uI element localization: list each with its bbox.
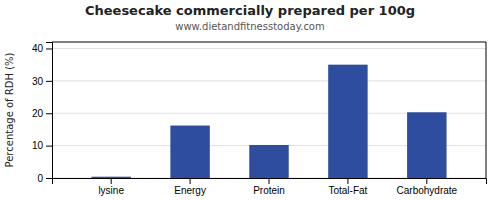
y-axis: 0 10 20 30 40 <box>32 43 53 184</box>
y-tick: 30 <box>32 76 52 87</box>
x-tick: lysine <box>98 178 124 196</box>
chart: Cheesecake commercially prepared per 100… <box>0 0 500 200</box>
x-tick-mark <box>190 178 191 184</box>
y-tick-mark <box>46 113 52 114</box>
grid-line <box>52 80 486 81</box>
bar <box>249 145 288 178</box>
y-tick-mark <box>46 178 52 179</box>
grid-line <box>52 48 486 49</box>
grid <box>52 48 486 178</box>
title: Cheesecake commercially prepared per 100… <box>85 3 415 18</box>
y-tick: 20 <box>32 108 52 119</box>
plot: 0 10 20 30 40 lysine Energy Protein Total-Fat Car… <box>32 42 487 196</box>
y-tick-label: 30 <box>32 76 44 87</box>
y-tick: 40 <box>32 43 52 54</box>
x-tick-label: Energy <box>174 185 206 196</box>
y-tick-label: 20 <box>32 108 44 119</box>
x-tick-label: Protein <box>253 185 285 196</box>
bar <box>170 126 209 178</box>
x-tick: Protein <box>253 178 285 196</box>
subtitle: www.dietandfitnesstoday.com <box>175 21 324 32</box>
bars <box>91 65 446 178</box>
bar <box>407 112 446 178</box>
y-tick-label: 0 <box>37 173 43 184</box>
x-tick-label: lysine <box>98 185 124 196</box>
x-tick: Total-Fat <box>328 178 367 196</box>
x-tick-mark <box>426 178 427 184</box>
y-tick-mark <box>46 146 52 147</box>
x-tick-label: Total-Fat <box>328 185 367 196</box>
bar <box>328 65 367 178</box>
y-tick-label: 40 <box>32 43 44 54</box>
y-tick-mark <box>46 48 52 49</box>
x-tick: Energy <box>174 178 206 196</box>
x-axis-line <box>53 179 487 185</box>
plot-frame <box>52 42 486 43</box>
y-tick: 0 <box>37 173 52 184</box>
y-tick-label: 10 <box>32 140 44 151</box>
x-tick: Carbohydrate <box>397 178 458 196</box>
x-tick-label: Carbohydrate <box>397 185 458 196</box>
x-tick-mark <box>347 178 348 184</box>
x-tick-mark <box>111 178 112 184</box>
x-tick-mark <box>269 178 270 184</box>
y-tick: 10 <box>32 140 52 151</box>
bar <box>91 177 130 178</box>
plot-frame <box>486 42 487 178</box>
y-tick-mark <box>46 81 52 82</box>
y-axis-line <box>46 43 53 179</box>
y-axis-title: Percentage of RDH (%) <box>4 52 15 167</box>
x-axis: lysine Energy Protein Total-Fat Carbohydrate <box>53 178 487 196</box>
